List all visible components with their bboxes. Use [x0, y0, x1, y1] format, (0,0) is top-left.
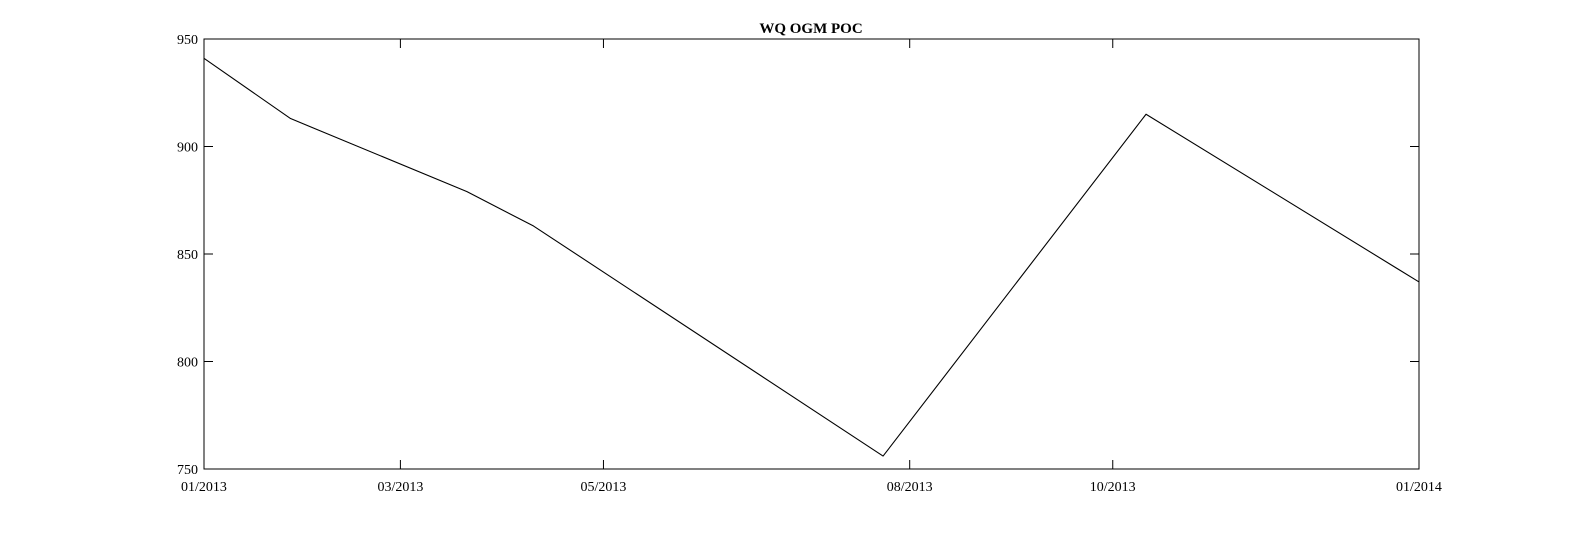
- x-tick-label: 01/2013: [181, 480, 227, 495]
- series-line: [203, 57, 1420, 457]
- x-tick-label: 08/2013: [887, 480, 933, 495]
- x-tick-label: 05/2013: [581, 480, 627, 495]
- y-tick-label: 800: [177, 356, 198, 371]
- chart-title: WQ OGM POC: [759, 21, 862, 37]
- y-tick-label: 950: [177, 33, 198, 48]
- ticks-layer: 750 800 850 900 950 01/2013 03/2013 05/2013 08/2…: [177, 33, 1442, 495]
- series-layer: [203, 57, 1420, 457]
- x-tick-label: 03/2013: [377, 480, 423, 495]
- x-tick-label: 01/2014: [1396, 480, 1442, 495]
- y-tick-label: 850: [177, 248, 198, 263]
- x-tick-label: 10/2013: [1090, 480, 1136, 495]
- plot-frame: [203, 38, 1420, 470]
- y-tick-label: 900: [177, 141, 198, 156]
- y-tick-label: 750: [177, 463, 198, 478]
- plot-background: [204, 39, 1419, 469]
